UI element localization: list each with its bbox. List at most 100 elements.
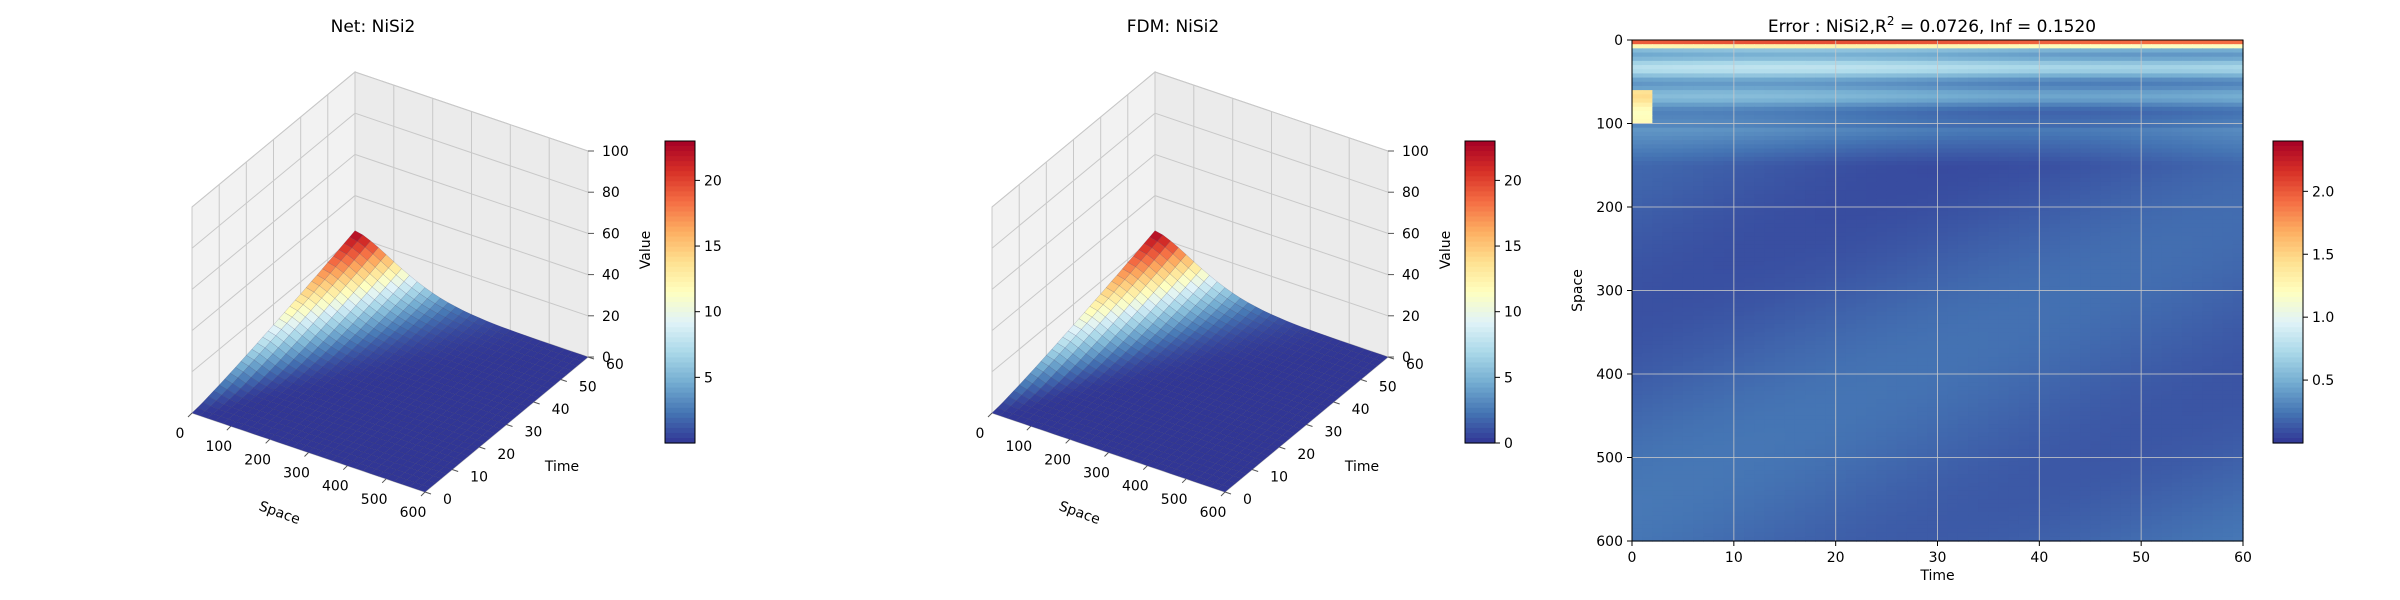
heatmap-cell bbox=[1876, 77, 1888, 83]
heatmap-cell bbox=[2090, 136, 2102, 141]
heatmap-cell bbox=[1835, 202, 1847, 208]
heatmap-cell bbox=[2171, 207, 2183, 212]
heatmap-cell bbox=[2222, 227, 2234, 233]
heatmap-cell bbox=[1947, 77, 1959, 83]
surface-patch bbox=[1128, 403, 1143, 412]
colorbar-segment bbox=[1465, 322, 1495, 328]
heatmap-cell bbox=[2192, 119, 2203, 125]
heatmap-cell bbox=[1978, 161, 1990, 166]
heatmap-cell bbox=[1896, 52, 1908, 58]
heatmap-cell bbox=[2161, 106, 2173, 112]
heatmap-cell bbox=[1988, 102, 2000, 108]
heatmap-cell bbox=[1774, 186, 1786, 191]
heatmap-cell bbox=[2192, 194, 2203, 200]
heatmap-cell bbox=[1957, 165, 1969, 171]
heatmap-cell bbox=[2151, 123, 2163, 129]
surface-patch bbox=[384, 429, 400, 438]
heatmap-cell bbox=[1764, 119, 1776, 125]
heatmap-cell bbox=[2161, 94, 2173, 100]
heatmap-cell bbox=[2080, 207, 2091, 212]
grid-line bbox=[991, 153, 1389, 290]
heatmap-cell bbox=[1794, 77, 1806, 83]
heatmap-cell bbox=[2080, 85, 2091, 91]
heatmap-cell bbox=[2151, 56, 2163, 62]
heatmap-cell bbox=[1805, 227, 1816, 233]
y-tick bbox=[1333, 401, 1340, 405]
heatmap-cell bbox=[1733, 211, 1745, 216]
heatmap-cell bbox=[1632, 52, 1643, 58]
heatmap-cell bbox=[1876, 119, 1888, 125]
heatmap-cell bbox=[1876, 169, 1888, 175]
heatmap-cell bbox=[1835, 156, 1847, 162]
heatmap-cell bbox=[1835, 60, 1847, 66]
surface-patch bbox=[1007, 413, 1022, 422]
heatmap-cell bbox=[1906, 56, 1918, 62]
heatmap-cell bbox=[1947, 102, 1959, 108]
heatmap-cell bbox=[2059, 48, 2071, 54]
heatmap-cell bbox=[2181, 211, 2193, 216]
heatmap-cell bbox=[2232, 219, 2244, 225]
heatmap-cell bbox=[1652, 148, 1664, 154]
heatmap-cell bbox=[1723, 48, 1735, 54]
heatmap-cell bbox=[2161, 207, 2173, 212]
heatmap-cell bbox=[2008, 102, 2020, 108]
heatmap-cell bbox=[1866, 152, 1877, 158]
surface-patch bbox=[1336, 385, 1351, 394]
heatmap-cell bbox=[1876, 73, 1888, 79]
heatmap-cell bbox=[1713, 227, 1725, 233]
heatmap-cell bbox=[1906, 227, 1918, 233]
heatmap-cell bbox=[2059, 123, 2071, 129]
heatmap-cell bbox=[1774, 140, 1786, 145]
heatmap-cell bbox=[2039, 223, 2051, 229]
heatmap-cell bbox=[2008, 177, 2020, 183]
heatmap-cell bbox=[2171, 65, 2183, 70]
heatmap-cell bbox=[1682, 173, 1694, 179]
heatmap-cell bbox=[1866, 131, 1877, 137]
heatmap-cell bbox=[2120, 94, 2132, 100]
heatmap-cell bbox=[1805, 131, 1816, 137]
surface-patch bbox=[415, 458, 430, 467]
heatmap-cell bbox=[2059, 227, 2071, 233]
heatmap-cell bbox=[1723, 186, 1735, 191]
grid-line bbox=[191, 71, 589, 208]
heatmap-cell bbox=[1682, 181, 1694, 187]
y-tick-label: 50 bbox=[1379, 380, 1397, 396]
heatmap-cell bbox=[1703, 181, 1715, 187]
heatmap-cell bbox=[1662, 90, 1674, 95]
heatmap-cell bbox=[1703, 106, 1715, 112]
heatmap-cell bbox=[1947, 40, 1959, 45]
heatmap-cell bbox=[2181, 77, 2193, 83]
heatmap-cell bbox=[1652, 123, 1664, 129]
heatmap-cell bbox=[2212, 131, 2224, 137]
heatmap-cell bbox=[2232, 152, 2244, 158]
surface-patch bbox=[237, 371, 252, 384]
heatmap-cell bbox=[2232, 194, 2244, 200]
heatmap-cell bbox=[1845, 136, 1857, 141]
heatmap-cell bbox=[1937, 198, 1949, 204]
heatmap-cell bbox=[1947, 69, 1959, 74]
heatmap-cell bbox=[1947, 115, 1959, 120]
heatmap-cell bbox=[1642, 190, 1653, 196]
heatmap-cell bbox=[2161, 236, 2173, 241]
surface-patch bbox=[1329, 364, 1344, 372]
heatmap-cell bbox=[1672, 77, 1684, 83]
heatmap-cell bbox=[1733, 85, 1745, 91]
heatmap-cell bbox=[1784, 202, 1796, 208]
heatmap-cell bbox=[2151, 169, 2163, 175]
heatmap-cell bbox=[1723, 94, 1735, 100]
heatmap-cell bbox=[2202, 69, 2214, 74]
heatmap-cell bbox=[1652, 44, 1664, 49]
heatmap-cell bbox=[1744, 173, 1755, 179]
heatmap-cell bbox=[2151, 148, 2163, 154]
surface-patch bbox=[496, 391, 511, 399]
heatmap-cell bbox=[1998, 140, 2010, 145]
heatmap-cell bbox=[1998, 215, 2010, 221]
x-tick-label: 0 bbox=[976, 426, 985, 442]
surface-patch bbox=[1154, 463, 1169, 472]
heatmap-cell bbox=[1805, 56, 1816, 62]
heatmap-cell bbox=[1764, 110, 1776, 116]
heatmap-cell bbox=[2202, 52, 2214, 58]
heatmap-cell bbox=[2192, 52, 2203, 58]
surface-patch bbox=[368, 442, 383, 451]
heatmap-cell bbox=[1693, 207, 1704, 212]
